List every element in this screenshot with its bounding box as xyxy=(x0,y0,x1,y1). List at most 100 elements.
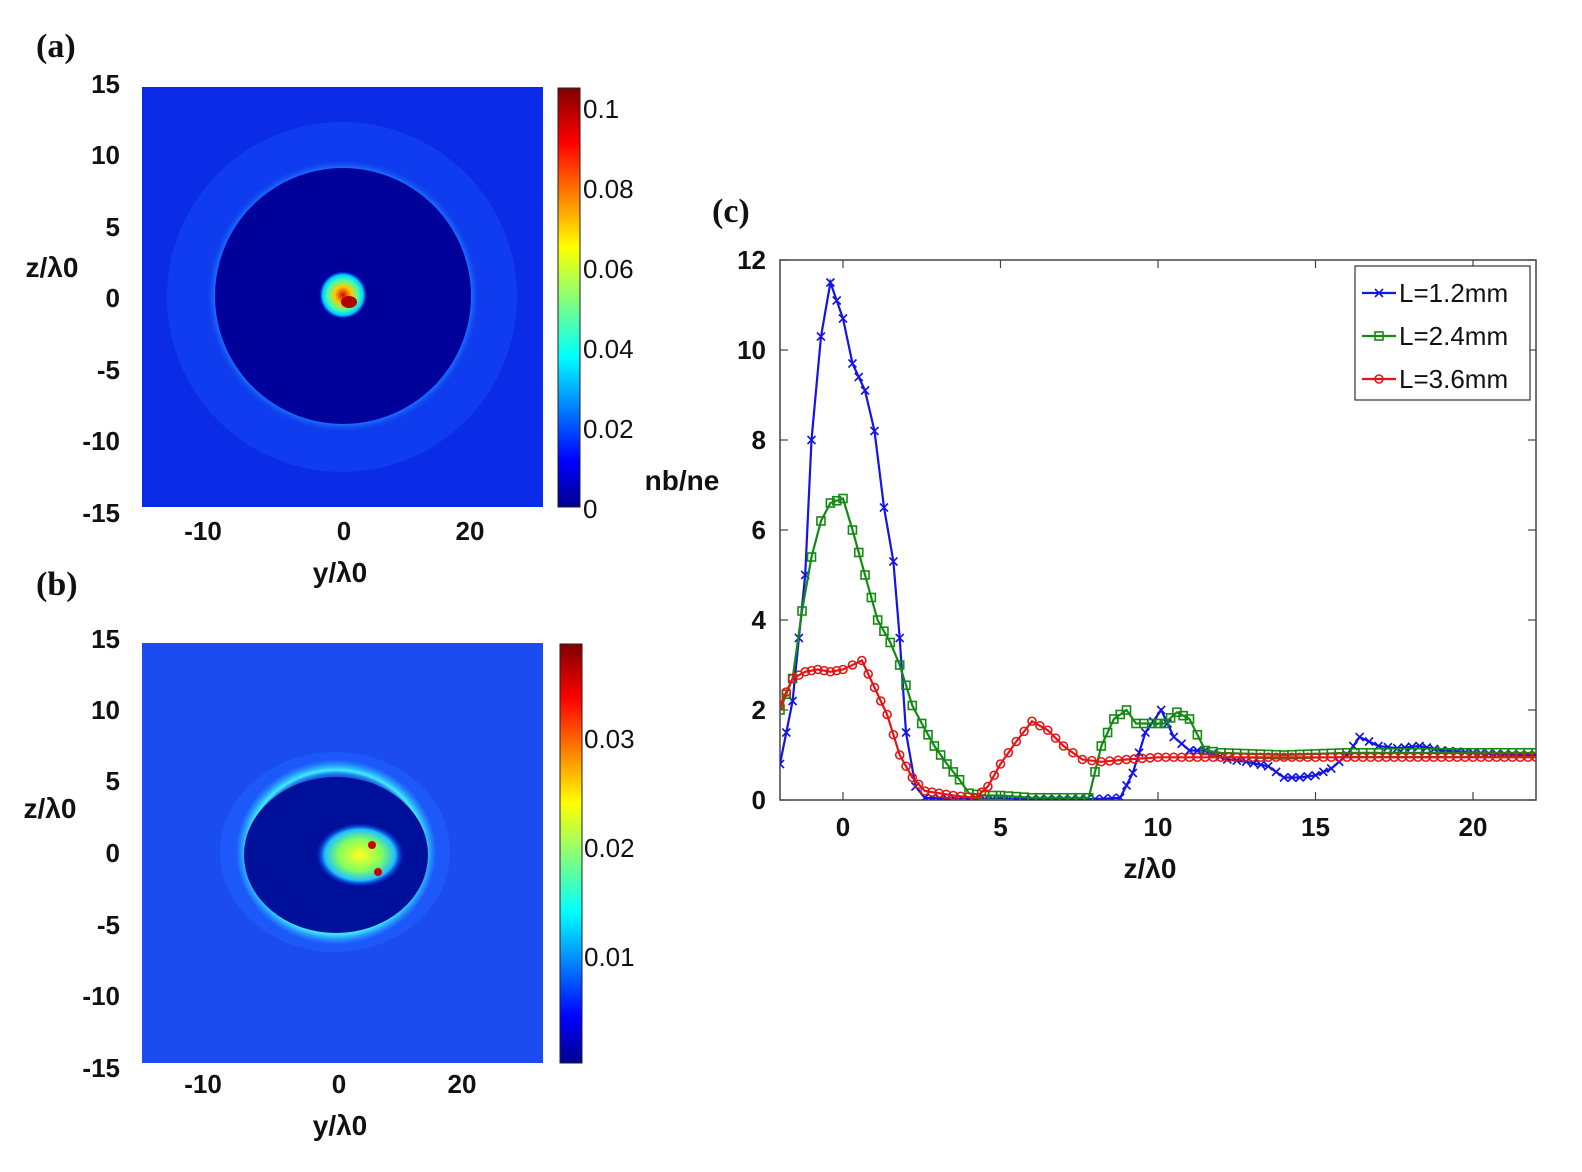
heatmap-b-ytick: 10 xyxy=(91,695,120,725)
data-point xyxy=(995,759,1006,769)
data-point xyxy=(857,655,867,666)
data-point xyxy=(819,665,829,676)
panel-a-label: (a) xyxy=(36,28,76,65)
data-point xyxy=(1184,745,1195,756)
data-point xyxy=(1165,713,1176,723)
data-point xyxy=(882,709,892,720)
data-point xyxy=(1271,767,1281,777)
data-point xyxy=(954,774,965,785)
data-point xyxy=(1058,794,1069,800)
heatmap-b-ytick: 15 xyxy=(91,624,120,654)
data-point xyxy=(831,665,842,676)
x-tick-label: 5 xyxy=(993,812,1007,842)
heatmap-b-core xyxy=(316,823,404,887)
data-point xyxy=(1051,794,1061,800)
heatmap-b-ytick: -10 xyxy=(82,981,120,1011)
data-point xyxy=(854,372,864,382)
data-point xyxy=(1068,747,1078,758)
data-point xyxy=(1115,793,1125,800)
data-point xyxy=(1042,725,1053,736)
legend-marker xyxy=(1374,288,1384,298)
data-point xyxy=(1096,741,1107,751)
data-point xyxy=(825,666,836,677)
data-point xyxy=(847,660,858,670)
data-point xyxy=(806,665,817,676)
data-point xyxy=(1121,705,1132,715)
heatmap-b xyxy=(142,643,543,1063)
y-tick-label: 2 xyxy=(752,695,766,725)
data-point xyxy=(1058,741,1069,751)
data-point xyxy=(1162,718,1173,729)
data-point xyxy=(781,687,792,697)
heatmap-a-yticks: 15 10 5 0 -5 -10 -15 xyxy=(82,69,120,528)
data-point xyxy=(901,727,911,738)
heatmap-b-xtick: -10 xyxy=(184,1069,222,1099)
colorbar-a-tick: 0 xyxy=(583,494,597,524)
data-point xyxy=(1400,742,1410,753)
heatmap-b-ytick: 0 xyxy=(106,838,120,868)
heatmap-a-xticks: -10 0 20 xyxy=(184,516,484,546)
data-point xyxy=(948,767,959,777)
colorbar-a-tick: 0.06 xyxy=(583,254,634,284)
heatmap-a-xtick: -10 xyxy=(184,516,222,546)
data-point xyxy=(1177,739,1187,749)
data-point xyxy=(1121,780,1132,790)
data-point xyxy=(929,741,940,751)
data-point xyxy=(866,592,877,603)
legend-entry: L=2.4mm xyxy=(1362,321,1508,351)
heatmap-a-xlabel: y/λ0 xyxy=(313,557,368,588)
heatmap-b-ytick: 5 xyxy=(106,766,120,796)
data-point xyxy=(825,277,835,288)
heatmap-b-ytick: -5 xyxy=(97,910,120,940)
colorbar-a-tick: 0.04 xyxy=(583,334,634,364)
data-point xyxy=(1531,752,1536,763)
heatmap-a-ytick: 5 xyxy=(106,212,120,242)
legend-entry: L=3.6mm xyxy=(1362,364,1508,394)
heatmap-a-xtick: 20 xyxy=(456,516,485,546)
data-point xyxy=(797,606,807,616)
data-point xyxy=(888,729,899,740)
heatmap-a xyxy=(142,87,543,507)
series-line xyxy=(780,659,1536,799)
data-point xyxy=(875,696,886,706)
data-point xyxy=(806,435,817,445)
heatmap-a-ytick: -5 xyxy=(97,355,120,385)
data-point xyxy=(894,750,905,760)
data-point xyxy=(1107,793,1117,800)
y-tick-label: 4 xyxy=(752,605,767,635)
data-point xyxy=(838,493,848,504)
heatmap-b-xticks: -10 0 20 xyxy=(184,1069,476,1099)
y-tick-label: 8 xyxy=(752,425,766,455)
heatmap-a-xtick: 0 xyxy=(337,516,351,546)
data-point xyxy=(825,498,836,508)
data-point xyxy=(780,700,785,711)
data-point xyxy=(901,680,911,691)
data-point xyxy=(853,547,864,558)
heatmap-a-ytick: -10 xyxy=(82,426,120,456)
data-point xyxy=(1027,716,1037,727)
series-L=3.6mm xyxy=(780,655,1536,800)
data-point xyxy=(976,787,987,797)
data-point xyxy=(847,358,858,369)
data-point xyxy=(935,750,946,760)
data-point xyxy=(812,664,823,675)
line-plot-series xyxy=(780,277,1536,800)
data-point xyxy=(1192,745,1202,756)
heatmap-a-core xyxy=(319,271,367,319)
data-point xyxy=(923,729,933,740)
heatmap-b-yticks: 15 10 5 0 -5 -10 -15 xyxy=(82,624,120,1083)
data-point xyxy=(1019,726,1029,737)
heatmap-a-core-peak xyxy=(341,296,357,308)
y-tick-label: 0 xyxy=(752,785,766,815)
colorbar-b-tick: 0.03 xyxy=(584,724,635,754)
colorbar-b-tick: 0.02 xyxy=(584,833,635,863)
data-point xyxy=(1287,772,1297,783)
colorbar-b: 0.03 0.02 0.01 xyxy=(559,643,635,1064)
data-point xyxy=(1090,767,1100,777)
data-point xyxy=(1153,718,1163,729)
data-point xyxy=(780,759,785,769)
data-point xyxy=(1102,727,1113,738)
data-point xyxy=(879,626,889,637)
heatmap-b-xtick: 0 xyxy=(332,1069,346,1099)
